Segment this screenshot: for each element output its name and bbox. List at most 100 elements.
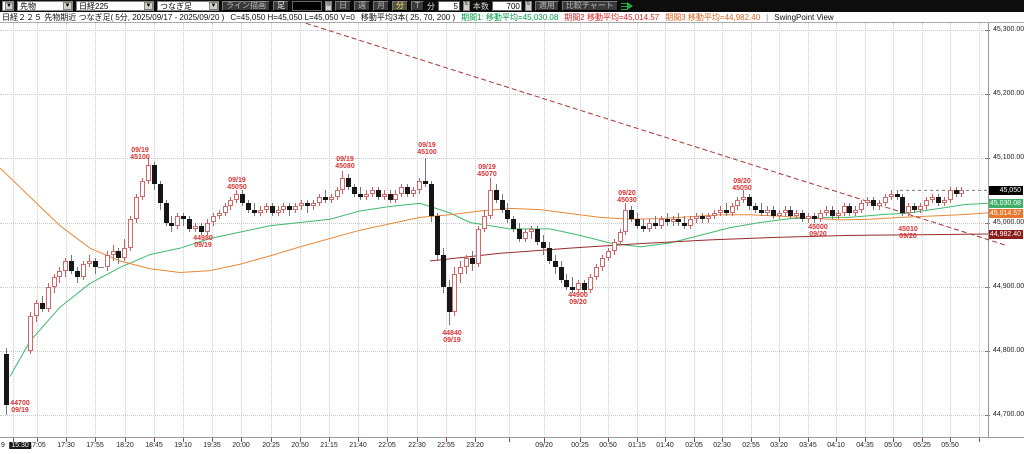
y-axis-line <box>988 23 989 437</box>
candle-up <box>128 219 133 249</box>
spinner-icon[interactable]: ▨ <box>325 1 332 11</box>
chart-canvas[interactable]: 45,300.00 45,200.00 45,100.00 45,000.00 44,9… <box>0 23 1024 454</box>
spinner-icon[interactable]: ⇅ <box>524 1 532 11</box>
grid-line-vertical <box>241 23 242 437</box>
candle-down <box>441 254 446 287</box>
time-tick <box>358 438 359 442</box>
candle-down <box>494 190 499 201</box>
axis-tick <box>985 30 990 31</box>
candle-down <box>447 286 452 313</box>
chart-header: 日経２２５ 先物期近 つなぎ足( 5分, 2025/09/17 - 2025/0… <box>0 12 1024 23</box>
candle-up <box>883 196 888 204</box>
time-axis: 9 15:30 17:05 17:30 17:55 18:20 18:45 19:10 19:3… <box>0 437 1024 454</box>
candle-up <box>706 216 711 220</box>
period-tick-button[interactable]: T <box>411 1 424 11</box>
candle-down <box>635 219 640 226</box>
chevron-down-icon: ▼ <box>144 2 153 10</box>
bar-count-input[interactable] <box>491 1 522 11</box>
candle-up <box>317 196 322 204</box>
candle-up <box>688 219 693 226</box>
candle-wick <box>360 187 361 201</box>
candle-up <box>794 212 799 217</box>
candle-up <box>818 212 823 220</box>
grid-line-vertical <box>13 23 14 437</box>
grid-line-vertical <box>37 23 38 437</box>
candle-down <box>800 212 805 220</box>
candle-down <box>423 180 428 184</box>
candle-up <box>258 209 263 213</box>
candle-up <box>783 209 788 213</box>
grid-line-vertical <box>893 23 894 437</box>
candle-up <box>906 206 911 213</box>
chart-type-select[interactable]: つなぎ足 ▼ <box>157 1 219 11</box>
period-day-button[interactable]: 日 <box>335 1 351 11</box>
candle-up <box>311 203 316 207</box>
axis-tick <box>985 286 990 288</box>
candle-up <box>276 209 281 213</box>
category-select[interactable]: 先物 ▼ <box>17 1 73 11</box>
line-draw-button[interactable]: ライン描画 <box>222 1 270 11</box>
ma-settings-label: 移動平均3本( 25, 70, 200 ) <box>360 12 456 22</box>
grid-line-vertical <box>808 23 809 437</box>
time-axis-label: 00:50 <box>599 442 617 449</box>
time-tick <box>544 438 545 442</box>
candle-down <box>547 248 552 261</box>
spinner-icon[interactable]: ⇅ <box>462 1 470 11</box>
time-tick <box>808 438 809 442</box>
price-marker: 44,982.40 <box>989 229 1023 239</box>
candle-up <box>824 209 829 213</box>
time-tick <box>665 438 666 442</box>
time-tick <box>446 438 447 442</box>
time-tick <box>836 438 837 442</box>
candle-up <box>146 164 151 181</box>
axis-tick <box>985 158 990 160</box>
candle-up <box>281 206 286 210</box>
candle-down <box>187 219 192 229</box>
minute-value-input[interactable] <box>437 1 460 11</box>
time-tick <box>66 438 67 442</box>
candle-up <box>299 203 304 207</box>
period-week-button[interactable]: 週 <box>354 1 370 11</box>
swing-point-label: 44980 09/19 <box>193 235 213 249</box>
mini-dropdown[interactable]: ▼ <box>2 1 14 11</box>
time-axis-label: 18:45 <box>145 442 163 449</box>
candle-down <box>582 283 587 290</box>
grid-line-vertical <box>580 23 581 437</box>
compare-chart-button[interactable]: 比較チャート <box>561 1 618 11</box>
candle-up <box>942 200 947 204</box>
candle-up <box>694 216 699 220</box>
grid-line-vertical <box>836 23 837 437</box>
candle-down <box>511 219 516 229</box>
candle-up <box>458 267 463 274</box>
candle-up <box>52 277 57 287</box>
candle-up <box>523 232 528 239</box>
candle-down <box>682 222 687 226</box>
bar-style-input[interactable] <box>292 1 322 11</box>
time-tick <box>779 438 780 442</box>
apply-button[interactable]: 適用 <box>534 1 559 11</box>
candle-up <box>63 261 68 271</box>
ma2-value: 期間2 移動平均=45,014.57 <box>564 12 660 22</box>
candle-up <box>264 206 269 210</box>
candle-down <box>116 251 121 258</box>
grid-line-vertical <box>475 23 476 437</box>
candle-up <box>741 196 746 201</box>
period-month-button[interactable]: 月 <box>373 1 389 11</box>
grid-line-vertical <box>300 23 301 437</box>
y-axis-label: 45,200.00 <box>993 90 1024 98</box>
chevron-down-icon: ▼ <box>63 2 72 10</box>
bar-toggle-button[interactable]: 足 <box>273 1 289 11</box>
time-axis-label: 17:05 <box>28 442 46 449</box>
candle-up <box>730 206 735 213</box>
time-tick <box>417 438 418 442</box>
grid-line-vertical <box>183 23 184 437</box>
time-tick <box>979 438 980 442</box>
grid-line-horizontal <box>0 222 988 224</box>
candle-up <box>836 212 841 217</box>
symbol-select[interactable]: 日経225 ▼ <box>76 1 154 11</box>
period-minute-button[interactable]: 分 <box>392 1 408 11</box>
time-axis-label: 09/20 <box>535 442 553 449</box>
candle-up <box>659 219 664 226</box>
candle-down <box>376 190 381 197</box>
candle-down <box>724 209 729 213</box>
